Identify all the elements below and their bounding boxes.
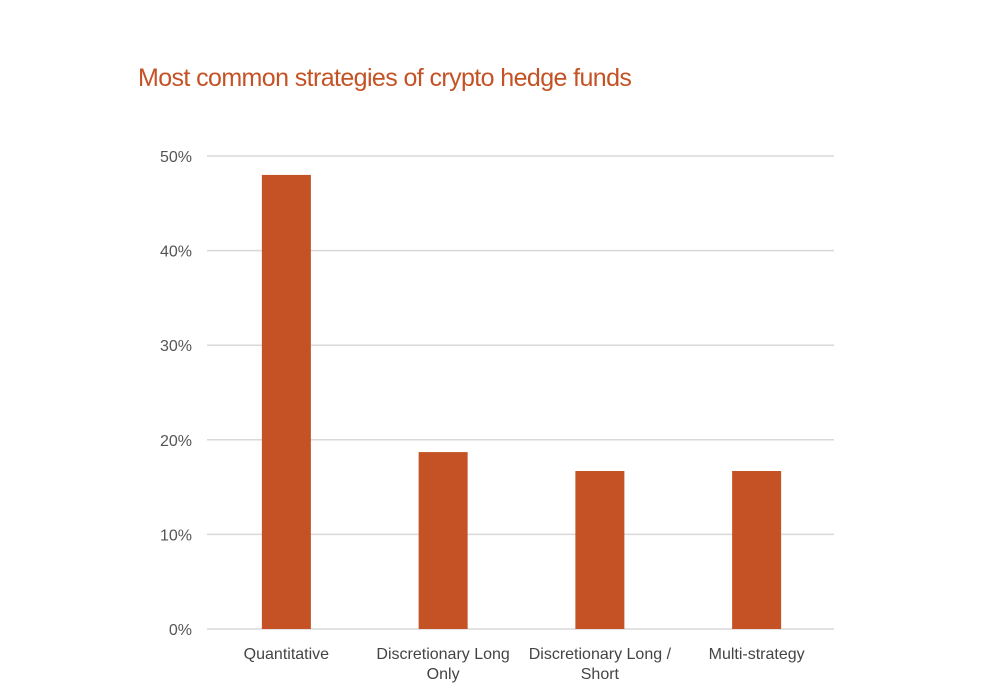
y-tick-label: 30% [160, 338, 192, 355]
y-tick-label: 50% [160, 149, 192, 166]
x-axis-labels: Quantitative Discretionary Long Only Discre… [244, 646, 805, 683]
x-category-label: Discretionary Long Only [376, 646, 509, 683]
y-tick-label: 10% [160, 527, 192, 544]
bar [418, 452, 468, 629]
y-tick-label: 0% [169, 622, 192, 639]
y-tick-label: 20% [160, 433, 192, 450]
chart-title: Most common strategies of crypto hedge f… [138, 64, 632, 92]
y-tick-label: 40% [160, 244, 192, 261]
y-axis-ticks: 0% 10% 20% 30% 40% 50% [160, 149, 192, 639]
bar [575, 471, 625, 629]
gridlines [207, 155, 834, 630]
bars [261, 174, 782, 630]
bar [261, 174, 311, 630]
x-category-label: Quantitative [244, 646, 329, 663]
x-category-label: Multi-strategy [709, 646, 805, 663]
bar [732, 471, 782, 629]
x-category-label: Discretionary Long / Short [529, 646, 672, 683]
